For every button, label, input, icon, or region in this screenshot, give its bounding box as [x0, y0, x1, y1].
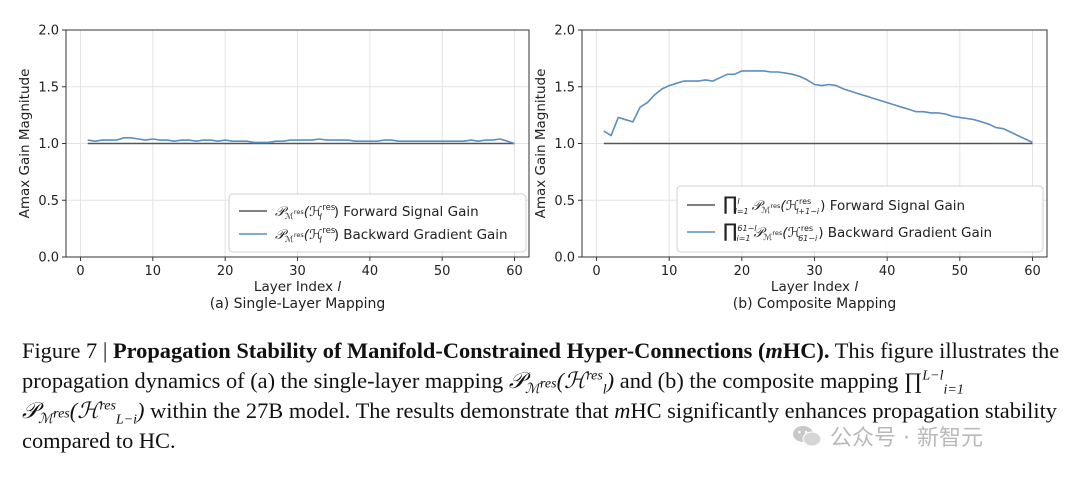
chart-single-layer: 0 10 20 30 40 50 60 0.0 0.5 1.0 1.5 2.0 Layer Index … [17, 24, 530, 312]
x-tick-label: 30 [289, 264, 306, 279]
plot-frame [65, 29, 530, 258]
x-tick-label: 50 [434, 264, 451, 279]
caption-math-b: ∏L−li=1 𝒫ℳres(ℋresL−i) [22, 368, 964, 428]
x-tick-label: 10 [145, 264, 162, 279]
y-tick-label: 2.0 [554, 24, 575, 39]
x-tick-label: 0 [592, 264, 600, 279]
watermark: 公众号 · 新智元 [792, 420, 983, 452]
x-tick-label: 40 [879, 264, 896, 279]
y-axis-label: Amax Gain Magnitude [17, 69, 33, 219]
legend: 𝒫ℳres(ℋres l) Forward Signal Gain 𝒫ℳres(ℋr… [228, 193, 527, 253]
plot-frame [581, 29, 1048, 258]
legend-label: 𝒫ℳres(ℋres l) Backward Gradient Gain [275, 226, 508, 246]
legend-label: 𝒫ℳres(ℋres l) Forward Signal Gain [275, 203, 479, 223]
y-tick-label: 1.5 [38, 80, 59, 95]
caption-text-4: HC significantly enhances propagation st… [22, 398, 1058, 453]
y-tick-label: 0.5 [38, 194, 59, 209]
x-tick-label: 20 [217, 264, 234, 279]
x-tick-label: 60 [1024, 264, 1041, 279]
caption-text-1: This figure illustrates the propagation … [22, 338, 1060, 393]
legend-box [676, 185, 1044, 253]
legend: ∏l i=1 𝒫ℳres(ℋres l+1−i) Forward Signal Gai… [676, 185, 1044, 253]
y-tick-label: 0.5 [554, 194, 575, 209]
y-tick-label: 0.0 [554, 251, 575, 266]
series-line-backward-gradient-gain [87, 137, 515, 145]
chart-subtitle: (a) Single-Layer Mapping [210, 296, 386, 312]
y-axis-label: Amax Gain Magnitude [533, 69, 549, 219]
caption-m: m [614, 398, 631, 423]
legend-box [228, 193, 527, 253]
x-tick-label: 30 [806, 264, 823, 279]
y-tick-label: 1.5 [554, 80, 575, 95]
x-tick-label: 60 [506, 264, 523, 279]
x-axis-label: Layer Index l [771, 279, 858, 295]
x-tick-label: 10 [661, 264, 678, 279]
x-tick-label: 50 [952, 264, 969, 279]
x-tick-label: 40 [362, 264, 379, 279]
y-tick-label: 1.0 [554, 137, 575, 152]
caption-label: Figure 7 | [22, 338, 108, 363]
watermark-text: 公众号 · 新智元 [830, 426, 983, 451]
caption-text-3: within the 27B model. The results demons… [150, 398, 609, 423]
x-axis-label: Layer Index l [254, 279, 341, 295]
figure-caption: Figure 7 | Propagation Stability of Mani… [22, 336, 1062, 456]
wechat-icon [793, 426, 822, 447]
chart-subtitle: (b) Composite Mapping [733, 296, 897, 312]
y-tick-label: 2.0 [38, 24, 59, 39]
caption-text-2: and (b) the composite mapping [619, 368, 899, 393]
y-tick-label: 1.0 [38, 137, 59, 152]
figure-canvas: 0 10 20 30 40 50 60 0.0 0.5 1.0 1.5 2.0 Layer Index … [17, 24, 1048, 312]
series-line-backward-gradient-gain [603, 70, 1033, 144]
x-tick-label: 0 [76, 264, 84, 279]
chart-composite: 0 10 20 30 40 50 60 0.0 0.5 1.0 1.5 2.0 Layer Index … [533, 24, 1048, 312]
caption-title: Propagation Stability of Manifold-Constr… [112, 338, 830, 363]
y-tick-label: 0.0 [38, 251, 59, 266]
x-tick-label: 20 [734, 264, 751, 279]
caption-math-a: 𝒫ℳres(ℋresl) [508, 368, 615, 398]
